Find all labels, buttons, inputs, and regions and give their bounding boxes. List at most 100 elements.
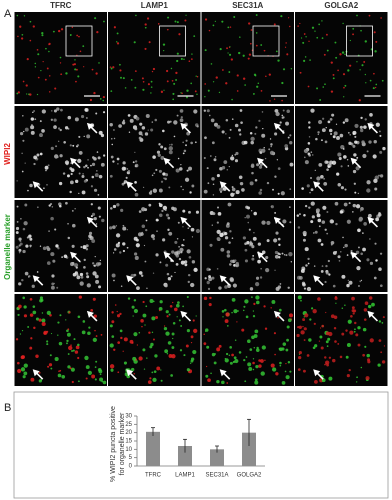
puncta	[175, 168, 180, 173]
puncta	[155, 168, 158, 171]
puncta	[37, 53, 40, 56]
puncta	[174, 251, 179, 256]
puncta	[173, 135, 176, 138]
puncta	[358, 285, 360, 287]
puncta	[190, 342, 193, 344]
puncta	[332, 77, 335, 80]
puncta	[332, 284, 336, 288]
puncta	[51, 206, 54, 208]
arrow-head	[219, 181, 227, 189]
y-tick-label: 0	[129, 464, 133, 470]
puncta	[50, 252, 55, 257]
puncta	[140, 274, 144, 277]
puncta	[279, 364, 282, 367]
puncta	[32, 305, 36, 308]
puncta	[297, 25, 299, 27]
puncta	[70, 262, 75, 267]
puncta	[30, 377, 35, 382]
puncta	[188, 166, 193, 171]
puncta	[56, 107, 60, 111]
puncta	[360, 279, 363, 282]
puncta	[252, 236, 257, 241]
puncta	[162, 129, 165, 133]
column-header: SEC31A	[232, 1, 263, 10]
puncta	[190, 335, 194, 339]
puncta	[49, 354, 52, 357]
puncta	[176, 59, 179, 63]
puncta	[134, 86, 137, 89]
puncta	[289, 221, 292, 224]
puncta	[330, 61, 333, 64]
puncta	[361, 64, 364, 67]
puncta	[111, 138, 113, 140]
puncta	[131, 341, 134, 344]
puncta	[302, 41, 305, 44]
puncta	[226, 47, 228, 50]
arrow-head	[257, 251, 265, 259]
arrow-head	[257, 157, 265, 165]
puncta	[298, 355, 302, 360]
puncta	[274, 353, 276, 356]
puncta	[80, 114, 85, 119]
puncta	[140, 319, 144, 323]
puncta	[18, 237, 22, 241]
puncta	[303, 148, 309, 154]
inset-box	[346, 25, 373, 57]
puncta	[186, 169, 189, 172]
puncta	[349, 64, 352, 67]
puncta	[180, 251, 183, 254]
puncta	[378, 130, 381, 133]
puncta	[259, 163, 263, 167]
puncta	[374, 86, 377, 89]
puncta	[266, 181, 270, 185]
puncta	[270, 143, 273, 146]
puncta	[354, 123, 359, 128]
puncta	[164, 208, 167, 212]
puncta	[300, 330, 305, 335]
puncta	[253, 302, 256, 306]
puncta	[45, 169, 47, 172]
puncta	[337, 152, 342, 157]
puncta	[362, 353, 366, 357]
puncta	[190, 227, 195, 232]
puncta	[283, 254, 286, 256]
puncta	[203, 296, 208, 301]
puncta	[235, 261, 239, 266]
puncta	[78, 172, 81, 175]
puncta	[320, 270, 324, 273]
puncta	[316, 36, 319, 39]
puncta	[319, 327, 322, 329]
puncta	[279, 283, 282, 285]
puncta	[308, 136, 311, 138]
puncta	[303, 59, 306, 63]
puncta	[116, 203, 120, 207]
puncta	[195, 210, 199, 214]
puncta	[379, 150, 383, 154]
puncta	[274, 108, 279, 113]
puncta	[239, 109, 243, 112]
puncta	[194, 90, 197, 93]
puncta	[155, 218, 159, 222]
puncta	[285, 42, 287, 44]
puncta	[299, 22, 301, 25]
puncta	[314, 344, 318, 348]
puncta	[354, 191, 357, 194]
puncta	[155, 253, 159, 257]
puncta	[179, 167, 183, 171]
puncta	[302, 369, 306, 373]
puncta	[347, 131, 350, 134]
puncta	[64, 126, 69, 130]
puncta	[380, 17, 382, 19]
puncta	[252, 92, 255, 95]
puncta	[353, 153, 357, 157]
puncta	[366, 150, 369, 153]
arrow-head	[219, 369, 227, 377]
puncta	[332, 358, 336, 363]
puncta	[178, 33, 181, 36]
puncta	[120, 285, 123, 287]
puncta	[343, 202, 348, 207]
puncta	[206, 167, 209, 170]
puncta	[255, 295, 260, 300]
puncta	[83, 179, 87, 183]
